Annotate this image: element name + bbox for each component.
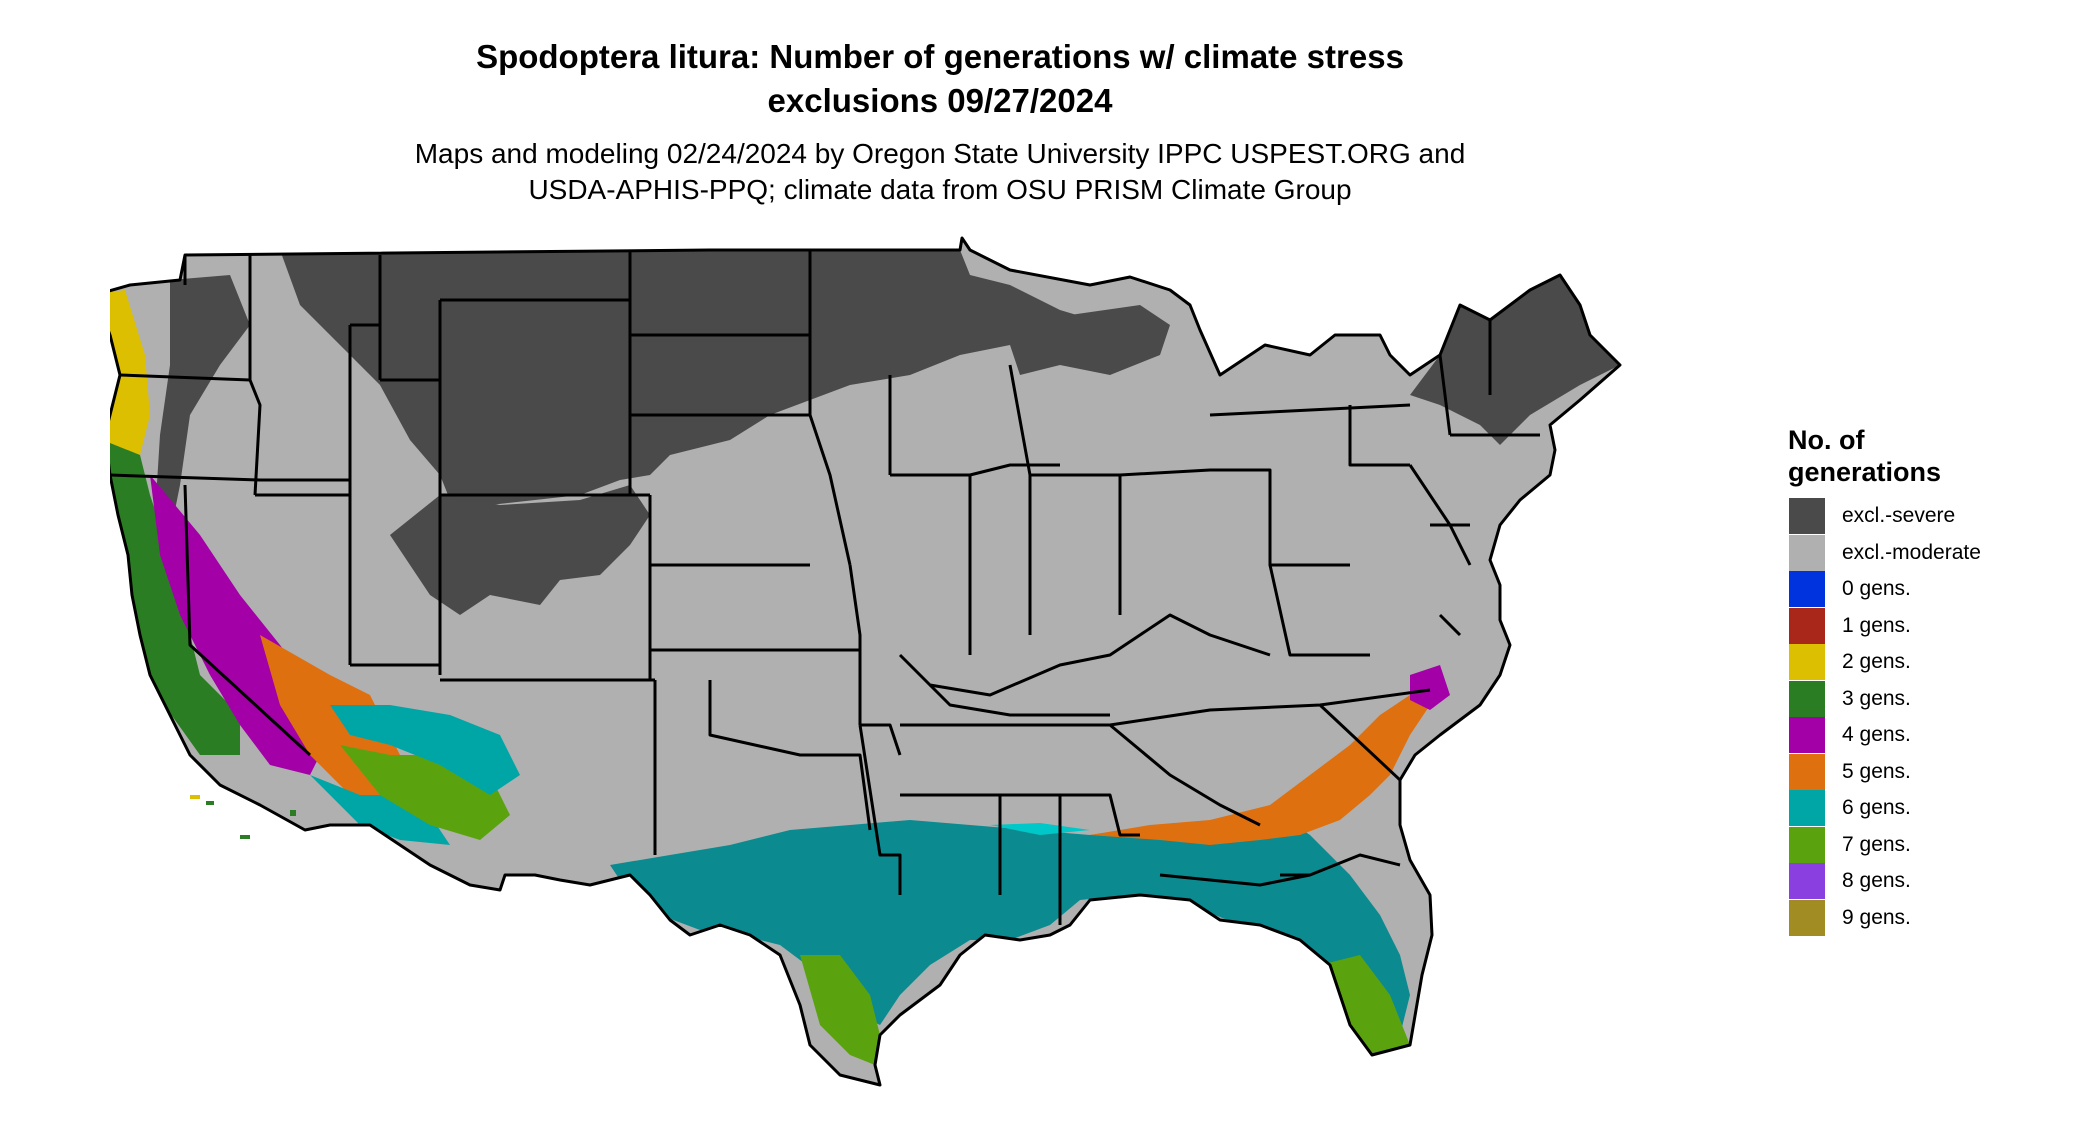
zone-gen6-gulf — [610, 815, 1410, 1055]
legend-label: excl.-moderate — [1842, 540, 1981, 564]
zone-gen3 — [110, 435, 240, 755]
legend-swatch — [1789, 863, 1825, 899]
legend-label: 6 gens. — [1842, 796, 1911, 819]
zone-gen7-texas — [800, 955, 880, 1065]
legend-label: 0 gens. — [1842, 577, 1911, 600]
zone-gen6-gulf-highlight — [990, 823, 1090, 835]
legend-swatch — [1789, 680, 1825, 717]
legend-label: 7 gens. — [1842, 832, 1911, 856]
coastal-islands — [190, 795, 296, 839]
zone-severe-greatlakes — [1010, 305, 1170, 375]
legend-swatch — [1789, 534, 1825, 571]
map-subtitle-line2: USDA-APHIS-PPQ; climate data from OSU PR… — [528, 174, 1352, 205]
legend-label: 1 gens. — [1842, 613, 1911, 637]
legend-swatch — [1789, 753, 1825, 790]
state-borders — [110, 236, 1622, 1087]
zone-gen5-southeast — [1090, 695, 1430, 845]
zone-severe-north — [280, 250, 1110, 505]
zone-severe-cascades — [155, 275, 250, 535]
legend-swatch — [1789, 498, 1825, 534]
legend-title-line2: generations — [1788, 457, 1942, 487]
legend-title: No. of generations — [1788, 424, 1941, 488]
us-outline — [110, 236, 1622, 1087]
map-title-line2: exclusions 09/27/2024 — [767, 82, 1113, 119]
legend-label: 3 gens. — [1842, 686, 1911, 710]
legend-swatch — [1789, 899, 1825, 936]
legend-title-line1: No. of — [1788, 425, 1865, 455]
legend-swatch — [1789, 790, 1825, 826]
legend-label: 8 gens. — [1842, 869, 1911, 892]
zone-gen4-virginia — [1410, 665, 1450, 710]
legend-label: 9 gens. — [1842, 905, 1911, 929]
legend-swatch — [1789, 571, 1825, 607]
legend-swatch — [1789, 717, 1825, 753]
legend-label: excl.-severe — [1842, 504, 1956, 527]
us-generations-map — [110, 236, 1622, 1087]
zone-gen6-arizona — [330, 705, 520, 795]
legend-swatch — [1789, 644, 1825, 680]
zone-severe-northeast — [1410, 275, 1620, 445]
zone-gen6-west — [310, 775, 450, 845]
legend-label: 4 gens. — [1842, 723, 1911, 746]
zone-severe-rockies — [390, 485, 650, 615]
zone-gen7-florida — [1320, 955, 1410, 1055]
legend-label: 5 gens. — [1842, 759, 1911, 783]
legend-swatch — [1789, 826, 1825, 863]
legend-swatch — [1789, 607, 1825, 644]
map-title-line1: Spodoptera litura: Number of generations… — [476, 38, 1404, 75]
legend-label: 2 gens. — [1842, 650, 1911, 673]
map-subtitle-line1: Maps and modeling 02/24/2024 by Oregon S… — [414, 138, 1466, 169]
